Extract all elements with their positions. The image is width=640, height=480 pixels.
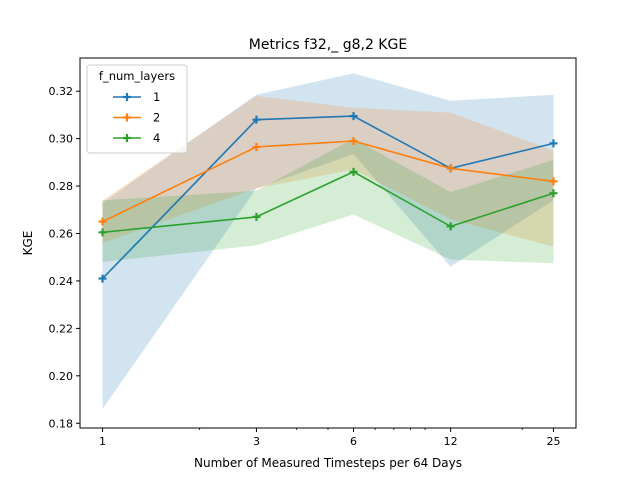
data-point-series-4-0	[98, 228, 107, 237]
data-point-series-1-2	[349, 112, 358, 121]
legend-label-series-2: 2	[153, 111, 160, 125]
confidence-bands	[102, 73, 554, 410]
chart-title: Metrics f32,_ g8,2 KGE	[249, 37, 407, 53]
data-point-series-4-2	[349, 167, 358, 176]
legend-box	[86, 64, 188, 154]
data-point-series-1-0	[98, 274, 107, 283]
legend: f_num_layers 1 2 4	[86, 64, 188, 154]
legend-marker-series-4	[123, 134, 131, 142]
data-point-series-4-1	[252, 212, 261, 221]
legend-marker-series-2	[123, 113, 131, 122]
x-tick-label-3: 12	[444, 435, 458, 448]
y-axis-label: KGE	[21, 231, 35, 256]
y-tick-label-0: 0.18	[49, 417, 74, 430]
y-tick-label-3: 0.24	[49, 275, 74, 288]
data-point-series-2-1	[252, 142, 261, 151]
data-point-series-4-4	[549, 189, 558, 198]
data-point-series-4-3	[446, 222, 455, 231]
y-tick-label-1: 0.20	[49, 370, 74, 383]
confidence-band-series-2	[102, 95, 554, 247]
confidence-band-series-1	[102, 73, 554, 410]
data-point-series-2-2	[349, 137, 358, 146]
legend-label-series-1: 1	[153, 90, 160, 104]
data-point-series-1-4	[549, 139, 558, 148]
data-point-series-2-3	[446, 164, 455, 173]
legend-items: 1 2 4	[113, 90, 160, 145]
confidence-band-series-4	[102, 138, 554, 264]
y-tick-label-6: 0.30	[49, 133, 74, 146]
y-tick-label-4: 0.26	[49, 228, 74, 241]
x-axis-label: Number of Measured Timesteps per 64 Days	[194, 456, 462, 470]
y-tick-label-7: 0.32	[49, 85, 74, 98]
data-point-series-2-4	[549, 177, 558, 186]
x-tick-label-1: 3	[253, 435, 260, 448]
x-axis-ticks: 1 3 6 12 25	[99, 428, 560, 448]
legend-marker-series-1	[123, 93, 131, 101]
y-tick-label-5: 0.28	[49, 180, 74, 193]
y-axis-ticks: 0.18 0.20 0.22 0.24 0.26 0.28 0.30 0.32	[49, 85, 80, 430]
y-tick-label-2: 0.22	[49, 322, 74, 335]
legend-label-series-4: 4	[153, 131, 160, 145]
data-point-series-2-0	[98, 217, 107, 226]
x-tick-label-2: 6	[350, 435, 357, 448]
legend-title: f_num_layers	[99, 69, 175, 83]
x-tick-label-0: 1	[99, 435, 106, 448]
data-point-series-1-1	[252, 115, 261, 124]
series-markers	[98, 112, 558, 283]
x-tick-label-4: 25	[546, 435, 560, 448]
